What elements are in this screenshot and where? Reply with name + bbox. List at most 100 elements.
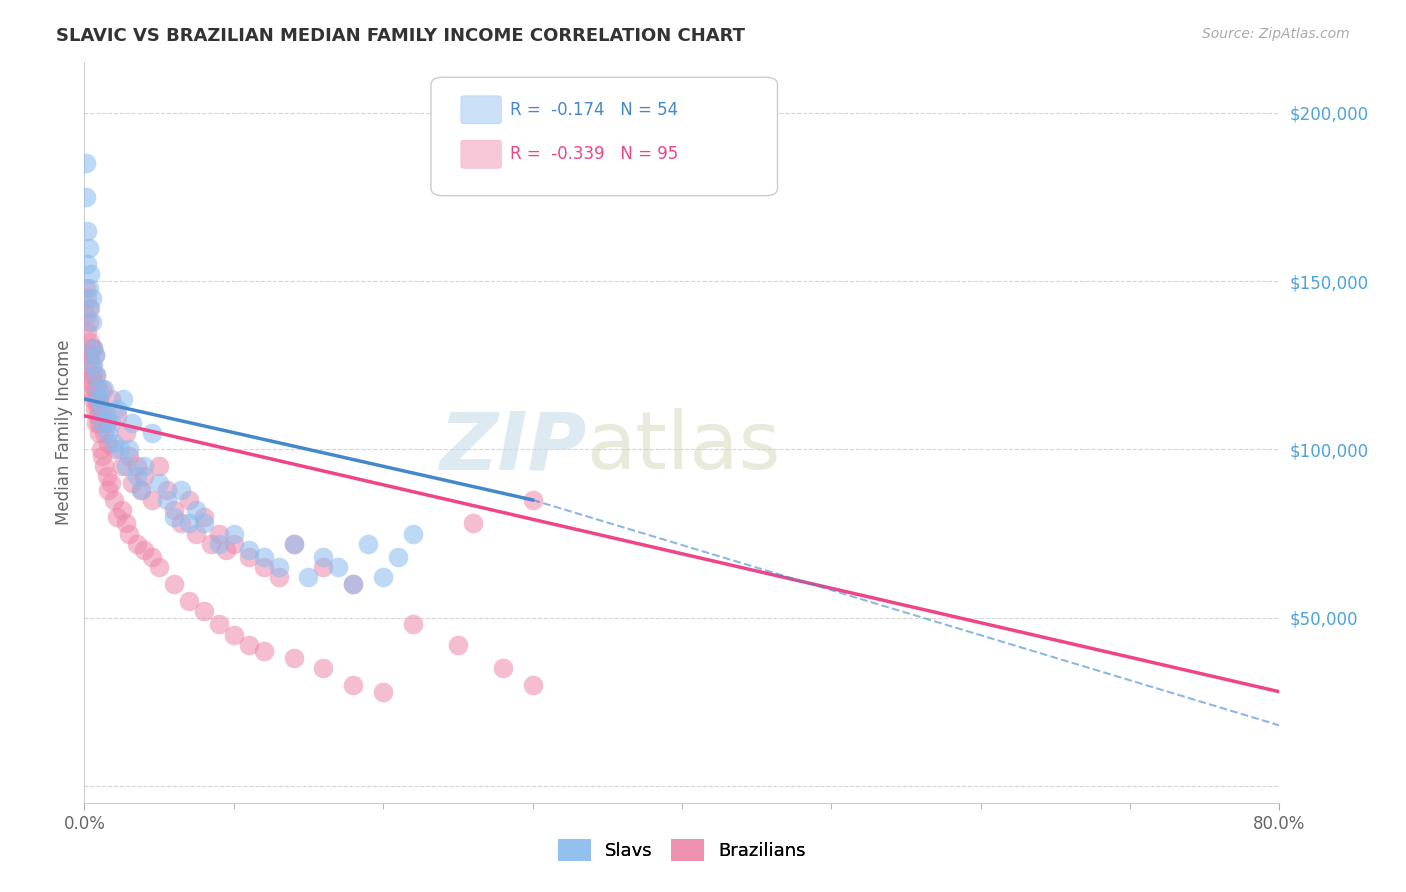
Point (461, 516, 484, 531)
Legend: Slavs, Brazilians: Slavs, Brazilians (551, 831, 813, 868)
Point (76, 325, 98, 339)
Point (90, 402, 112, 417)
Point (103, 442, 125, 457)
Point (76, 224, 98, 238)
Point (112, 392, 135, 406)
Point (97, 425, 120, 440)
Point (89, 425, 111, 440)
Point (193, 604, 215, 618)
Point (148, 459, 170, 474)
Point (193, 509, 215, 524)
Point (125, 536, 148, 550)
Point (132, 459, 156, 474)
Point (208, 536, 231, 550)
Point (118, 442, 141, 457)
Point (170, 483, 193, 497)
Text: ZIP: ZIP (439, 409, 586, 486)
Point (111, 459, 134, 474)
Point (312, 560, 335, 574)
Point (80, 314, 103, 328)
Point (447, 638, 470, 652)
Point (283, 536, 305, 550)
Point (79, 301, 101, 315)
Text: atlas: atlas (586, 409, 780, 486)
Point (75, 281, 97, 295)
Point (83, 348, 105, 362)
Point (77, 375, 100, 389)
Point (373, 685, 395, 699)
Point (373, 570, 395, 584)
Point (96, 409, 118, 423)
Point (148, 560, 170, 574)
Point (492, 661, 515, 675)
Point (115, 516, 138, 531)
Point (79, 334, 101, 349)
Point (103, 435, 125, 450)
Point (387, 550, 409, 565)
Point (91, 449, 114, 463)
Point (87, 382, 110, 396)
Point (200, 536, 222, 550)
Point (97, 483, 120, 497)
Y-axis label: Median Family Income: Median Family Income (55, 340, 73, 525)
Point (87, 382, 110, 396)
Point (100, 392, 122, 406)
Point (89, 392, 111, 406)
Point (110, 442, 132, 457)
Point (177, 594, 200, 608)
Point (93, 382, 115, 396)
Point (75, 190, 97, 204)
Point (402, 526, 425, 541)
Point (100, 476, 122, 491)
Point (87, 402, 110, 417)
Point (105, 509, 128, 524)
Text: R =  -0.339   N = 95: R = -0.339 N = 95 (510, 145, 678, 163)
Point (155, 483, 177, 497)
Point (238, 550, 260, 565)
Point (132, 543, 156, 558)
Point (91, 382, 114, 396)
Point (283, 651, 305, 665)
Point (76, 291, 98, 305)
Point (177, 492, 200, 507)
Point (141, 550, 163, 565)
Point (402, 617, 425, 632)
Point (97, 435, 120, 450)
Point (87, 409, 110, 423)
Point (105, 409, 128, 423)
Point (253, 644, 276, 658)
Point (86, 368, 108, 383)
Point (115, 459, 138, 474)
Point (93, 459, 115, 474)
Point (75, 348, 97, 362)
Point (80, 342, 103, 356)
Point (186, 526, 208, 541)
Point (141, 492, 163, 507)
Point (222, 536, 245, 550)
Point (118, 449, 141, 463)
Point (90, 402, 112, 417)
Point (177, 516, 200, 531)
Point (93, 425, 115, 440)
Point (267, 570, 290, 584)
Point (80, 359, 103, 373)
Point (163, 577, 186, 591)
Point (91, 416, 114, 430)
Point (125, 459, 148, 474)
Point (83, 382, 105, 396)
Point (163, 503, 186, 517)
Point (76, 359, 98, 373)
Point (238, 638, 260, 652)
Point (83, 348, 105, 362)
Point (82, 392, 104, 406)
Point (186, 503, 208, 517)
Point (115, 425, 138, 440)
Point (82, 342, 104, 356)
Point (96, 416, 118, 430)
Point (283, 536, 305, 550)
Point (77, 301, 100, 315)
Point (80, 368, 103, 383)
Point (75, 156, 97, 170)
Point (238, 543, 260, 558)
Point (89, 416, 111, 430)
